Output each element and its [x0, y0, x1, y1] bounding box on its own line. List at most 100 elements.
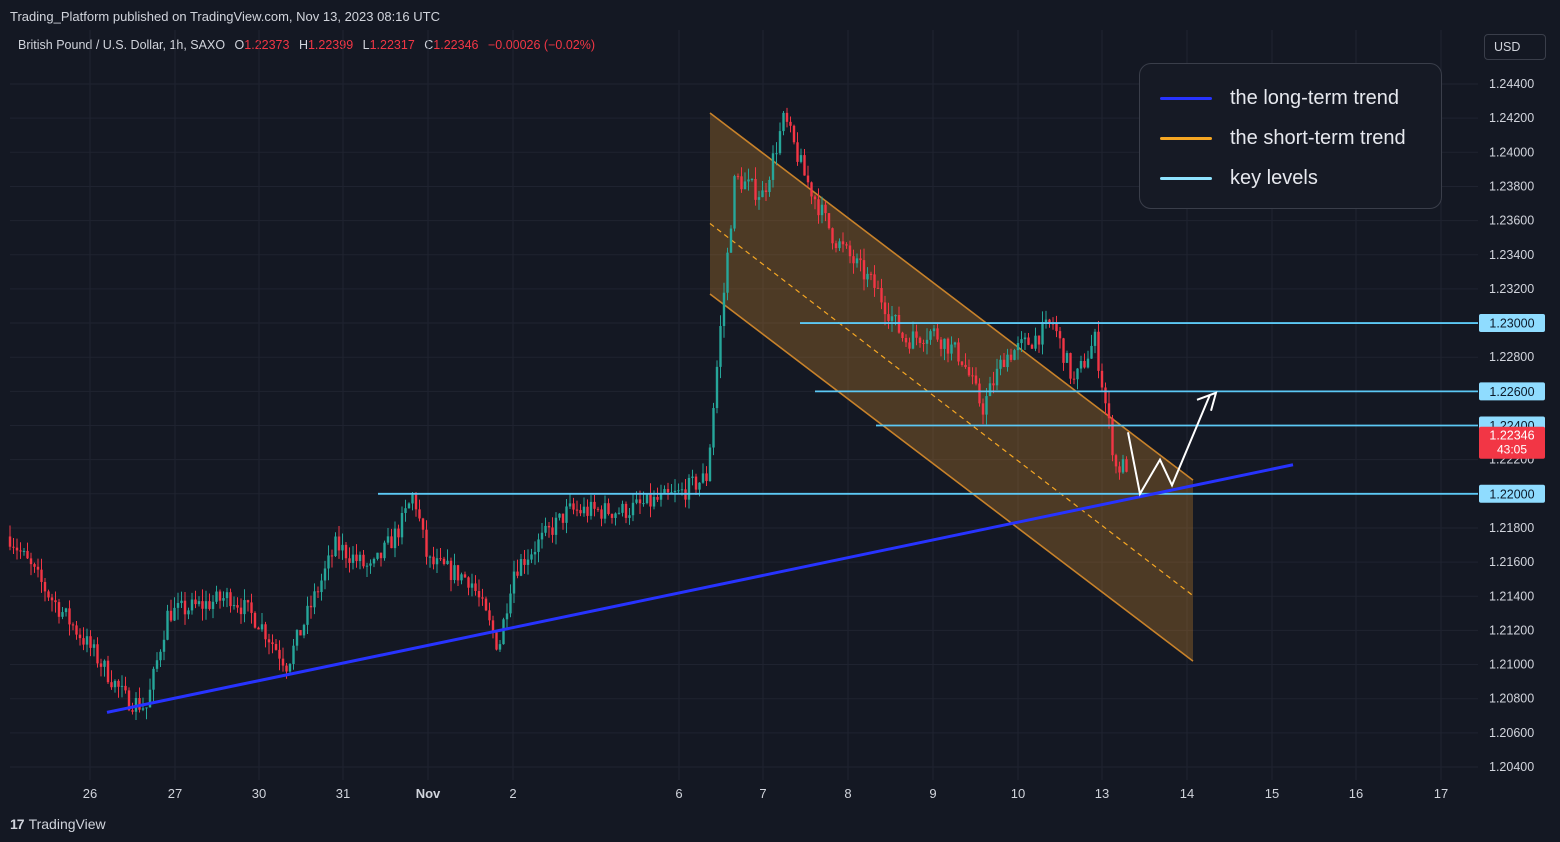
candle-body	[1009, 354, 1013, 360]
channel-mid-line	[709, 223, 1194, 597]
y-tick-label: 1.24400	[1489, 77, 1534, 91]
candle-body	[1055, 323, 1058, 332]
candle-body	[453, 565, 456, 581]
candle-body	[309, 605, 313, 608]
candle-body	[54, 600, 57, 603]
candle-body	[687, 477, 691, 500]
candle-body	[1048, 319, 1051, 324]
candle-body	[253, 612, 257, 628]
candle-body	[1016, 343, 1020, 351]
brand-name[interactable]: TradingView	[28, 816, 106, 832]
candle-body	[155, 660, 159, 669]
candle-body	[943, 338, 946, 349]
candle-body	[183, 600, 187, 615]
candle-body	[593, 501, 596, 509]
candle-body	[932, 328, 936, 332]
candle-body	[50, 597, 54, 601]
candle-body	[85, 636, 89, 645]
x-tick-label: Nov	[416, 786, 441, 801]
candle-body	[264, 624, 267, 640]
candle-body	[355, 554, 358, 562]
candle-body	[771, 153, 775, 180]
high-value: 1.22399	[307, 38, 354, 52]
candle-body	[680, 489, 684, 491]
candle-body	[463, 574, 467, 578]
candle-body	[607, 503, 610, 515]
candle-body	[939, 339, 943, 349]
candle-body	[148, 689, 152, 708]
candle-body	[285, 665, 288, 672]
candle-body	[1086, 358, 1090, 368]
x-tick-label: 26	[83, 786, 97, 801]
candle-body	[967, 367, 971, 376]
candle-body	[740, 176, 743, 190]
candle-body	[12, 546, 15, 548]
candle-body	[145, 707, 148, 709]
candle-body	[600, 509, 603, 519]
candle-body	[491, 620, 495, 633]
candle-body	[439, 558, 442, 560]
candle-body	[572, 503, 575, 510]
symbol-name[interactable]: British Pound / U.S. Dollar, 1h, SAXO	[18, 38, 226, 52]
candle-body	[292, 645, 295, 664]
y-tick-label: 1.23400	[1489, 248, 1534, 262]
candle-body	[152, 668, 155, 690]
candle-body	[673, 490, 677, 493]
candle-body	[1104, 387, 1107, 404]
projection-arrow-head-icon	[1196, 391, 1218, 412]
candle-body	[754, 178, 757, 200]
candle-body	[460, 574, 463, 581]
candle-body	[421, 518, 425, 530]
candle-body	[530, 554, 533, 560]
candle-body	[386, 536, 390, 543]
y-tick-label: 1.23200	[1489, 282, 1534, 296]
candle-body	[330, 555, 334, 557]
x-tick-label: 10	[1011, 786, 1025, 801]
candle-body	[887, 314, 890, 321]
y-tick-label: 1.24000	[1489, 145, 1534, 159]
candle-body	[1079, 360, 1083, 369]
tradingview-logo-icon[interactable]: 17	[10, 816, 25, 832]
candle-body	[477, 591, 481, 598]
candle-body	[614, 513, 617, 518]
currency-button[interactable]: USD	[1484, 34, 1546, 60]
candle-body	[603, 503, 607, 519]
candle-body	[561, 513, 565, 523]
legend-swatch	[1160, 96, 1212, 100]
candle-body	[323, 568, 327, 581]
legend-box: the long-term trend the short-term trend…	[1139, 63, 1442, 209]
candle-body	[383, 542, 386, 559]
candle-body	[358, 554, 362, 562]
candle-body	[288, 663, 292, 672]
candle-body	[995, 368, 999, 386]
candle-body	[908, 342, 911, 349]
candle-body	[229, 592, 232, 607]
candle-body	[589, 501, 593, 516]
candle-body	[729, 228, 733, 253]
candle-body	[68, 608, 71, 625]
candle-body	[698, 482, 701, 490]
candle-body	[1034, 335, 1037, 349]
candle-body	[677, 490, 680, 492]
candle-body	[519, 559, 523, 576]
candle-body	[936, 328, 939, 340]
candle-body	[869, 273, 873, 275]
candle-body	[894, 315, 897, 317]
candle-body	[663, 489, 666, 493]
candle-body	[36, 566, 40, 570]
key-level-tag-text: 1.23000	[1489, 317, 1534, 331]
candle-body	[26, 550, 29, 559]
candle-body	[1041, 322, 1044, 345]
candle-body	[1107, 403, 1111, 419]
candle-body	[22, 550, 26, 552]
candle-body	[719, 326, 722, 367]
candle-body	[799, 155, 803, 162]
last-price-text: 1.22346	[1489, 429, 1534, 443]
candle-body	[964, 364, 967, 368]
candle-body	[1027, 337, 1030, 345]
x-tick-label: 13	[1095, 786, 1109, 801]
change-value: −0.00026 (−0.02%)	[487, 38, 595, 52]
candle-body	[215, 591, 218, 602]
candle-body	[218, 591, 222, 601]
candle-body	[841, 241, 845, 245]
